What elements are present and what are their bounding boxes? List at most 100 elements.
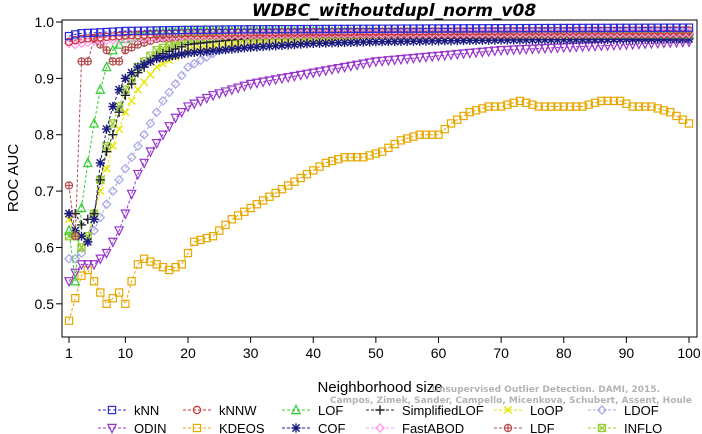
point-cof	[277, 40, 287, 50]
point-kdeos	[177, 260, 186, 269]
point-kdeos	[371, 149, 381, 158]
legend-label-lof: LOF	[318, 403, 343, 418]
point-odin	[345, 61, 356, 72]
line-loop	[68, 33, 689, 249]
point-kdeos	[484, 102, 493, 111]
point-odin	[258, 77, 269, 88]
point-odin	[114, 226, 125, 237]
y-tick-label: 1.0	[35, 14, 55, 30]
point-inflo	[102, 141, 111, 151]
point-knn	[653, 23, 662, 32]
series-layer	[63, 23, 695, 325]
point-kdeos	[146, 257, 155, 266]
point-kdeos	[171, 262, 180, 272]
point-kdeos	[121, 299, 130, 309]
point-ldof	[183, 62, 193, 73]
point-odin	[483, 47, 494, 58]
point-ldof	[76, 248, 87, 259]
point-knn	[434, 24, 443, 33]
x-tick-label: 10	[118, 345, 134, 361]
point-cof	[408, 36, 419, 46]
point-cof	[264, 41, 275, 51]
series-knn	[64, 23, 694, 41]
point-cof	[95, 158, 105, 168]
point-odin	[383, 56, 394, 67]
point-kdeos	[133, 260, 143, 269]
series-kdeos	[64, 96, 694, 325]
point-knn	[183, 25, 193, 35]
point-odin	[420, 52, 432, 63]
point-cof	[509, 35, 519, 45]
point-knn	[521, 23, 531, 33]
point-cof	[346, 37, 356, 48]
point-knn	[453, 24, 462, 33]
point-odin	[120, 209, 131, 220]
point-odin	[276, 74, 288, 85]
point-knn	[459, 24, 468, 33]
point-odin	[320, 66, 331, 77]
point-knn	[283, 24, 293, 34]
point-knn	[590, 23, 600, 33]
point-kdeos	[77, 271, 86, 280]
line-odin	[68, 41, 690, 282]
point-cof	[108, 101, 118, 112]
point-kdeos	[421, 130, 431, 139]
point-kdeos	[503, 100, 512, 109]
point-knn	[603, 23, 612, 33]
legend-marker-ldf	[504, 424, 512, 432]
point-odin	[220, 87, 231, 98]
legend-label-ldf: LDF	[530, 421, 555, 434]
x-axis: 1 10 20 30 40 50 60 70 80 90 100	[65, 337, 701, 361]
point-odin	[289, 71, 300, 83]
point-inflo	[108, 119, 118, 128]
point-knn	[309, 24, 318, 34]
point-kdeos	[415, 130, 424, 139]
point-cof	[628, 34, 638, 44]
point-cof	[621, 34, 631, 44]
point-kdeos	[165, 265, 174, 275]
legend-label-fastabod: FastABOD	[402, 421, 464, 434]
point-cof	[76, 231, 87, 241]
point-knn	[440, 24, 449, 33]
point-kdeos	[139, 254, 149, 263]
point-cof	[559, 35, 569, 45]
point-knn	[352, 24, 362, 34]
point-cof	[671, 34, 682, 44]
point-kdeos	[96, 288, 105, 297]
point-cof	[515, 35, 525, 45]
x-tick-label: 1	[65, 345, 73, 361]
point-knn	[371, 24, 381, 33]
point-ldof	[126, 152, 137, 163]
point-kdeos	[346, 153, 356, 162]
point-cof	[289, 40, 300, 50]
point-cof	[371, 37, 381, 47]
legend-marker-kdeos	[192, 423, 202, 433]
point-knn	[233, 25, 243, 34]
point-knn	[446, 24, 456, 33]
point-odin	[408, 53, 419, 65]
point-cof	[659, 34, 669, 44]
point-cof	[571, 34, 581, 45]
point-odin	[527, 44, 538, 55]
point-knn	[402, 24, 412, 33]
point-knn	[302, 24, 312, 34]
point-knn	[428, 24, 437, 33]
point-cof	[246, 42, 256, 52]
point-cof	[170, 50, 181, 60]
point-knn	[553, 23, 562, 33]
y-tick-label: 0.9	[35, 70, 55, 86]
point-knn	[165, 26, 174, 35]
point-lof	[82, 156, 93, 168]
point-odin	[402, 54, 413, 65]
point-odin	[389, 55, 400, 66]
legend-item-knnw: kNNW	[183, 403, 257, 418]
point-loop	[146, 70, 155, 79]
point-knn	[265, 25, 274, 34]
point-cof	[458, 35, 469, 46]
point-kdeos	[321, 158, 330, 168]
point-cof	[390, 36, 400, 47]
point-knn	[83, 28, 92, 38]
point-kdeos	[152, 260, 161, 269]
point-kdeos	[521, 98, 531, 107]
point-ldof	[170, 79, 181, 89]
